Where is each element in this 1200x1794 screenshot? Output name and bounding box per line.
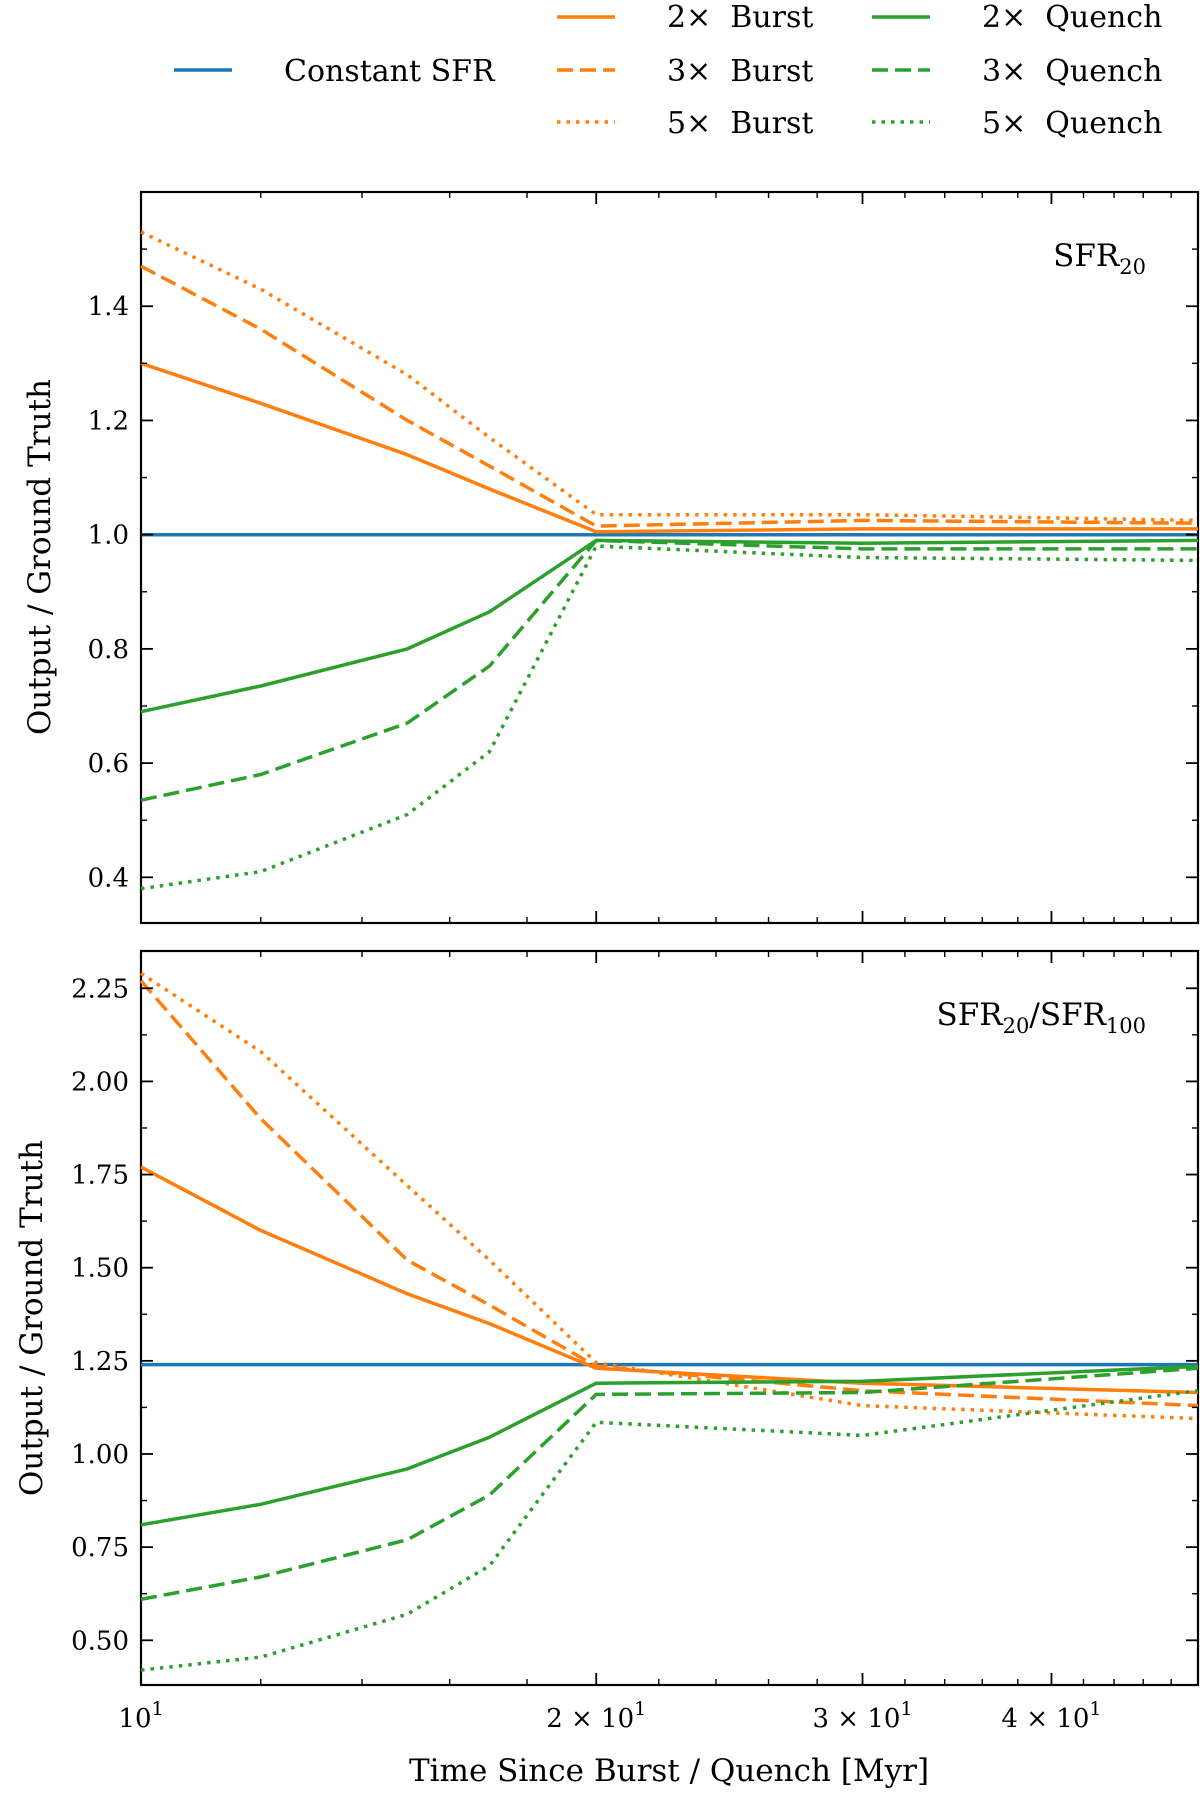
top-panel-frame <box>139 190 1200 925</box>
bottom-panel-frame <box>139 949 1200 1687</box>
legend-label-2x-burst: 2× Burst <box>667 0 813 35</box>
xtick-label: 2 × 101 <box>546 1698 646 1734</box>
bottom-ytick-label: 0.75 <box>71 1533 129 1563</box>
bottom-series-2x-burst <box>140 1165 1199 1395</box>
xtick-label: 4 × 101 <box>1001 1698 1101 1734</box>
bottom-panel: 0.50 0.75 1.00 1.25 1.50 1.75 2.00 2.25 101 2 × 1… <box>14 949 1200 1789</box>
top-series-2x-quench <box>140 538 1199 714</box>
top-panel: 0.4 0.6 0.8 1.0 1.2 1.4 Output / Ground Truth… <box>22 190 1200 925</box>
bottom-series-2x-quench <box>140 1364 1199 1527</box>
top-ytick-label: 1.0 <box>88 521 129 551</box>
bottom-panel-y-axis-title: Output / Ground Truth <box>14 1140 50 1496</box>
legend: Constant SFR 2× Burst 3× Burst 5× Burst … <box>174 0 1162 141</box>
top-ytick-label: 0.4 <box>88 863 129 893</box>
top-series-5x-quench <box>140 544 1199 891</box>
bottom-ytick-label: 0.50 <box>71 1626 129 1656</box>
bottom-series-5x-burst <box>140 971 1199 1421</box>
legend-label-3x-burst: 3× Burst <box>667 54 813 89</box>
top-panel-series <box>140 230 1199 891</box>
xtick-label: 3 × 101 <box>812 1698 912 1734</box>
bottom-ytick-label: 1.50 <box>71 1254 129 1284</box>
top-panel-y-axis-title: Output / Ground Truth <box>22 379 58 735</box>
xtick-label: 101 <box>118 1698 163 1734</box>
top-panel-ticks: 0.4 0.6 0.8 1.0 1.2 1.4 <box>88 192 1199 923</box>
legend-label-3x-quench: 3× Quench <box>982 54 1162 89</box>
top-series-3x-burst <box>140 264 1199 528</box>
legend-label-constant: Constant SFR <box>284 54 496 89</box>
legend-label-5x-burst: 5× Burst <box>667 106 813 141</box>
legend-label-5x-quench: 5× Quench <box>982 106 1162 141</box>
bottom-ytick-label: 2.25 <box>71 974 129 1004</box>
top-ytick-label: 1.2 <box>88 406 129 436</box>
top-series-2x-burst <box>140 361 1198 534</box>
top-panel-label: SFR20 <box>1053 238 1146 279</box>
bottom-ytick-label: 1.25 <box>71 1347 129 1377</box>
legend-label-2x-quench: 2× Quench <box>982 0 1162 35</box>
bottom-ytick-label: 2.00 <box>71 1067 129 1097</box>
top-ytick-label: 0.6 <box>88 749 129 779</box>
x-axis-title: Time Since Burst / Quench [Myr] <box>409 1753 929 1789</box>
bottom-panel-series <box>139 971 1199 1672</box>
bottom-panel-label: SFR20/SFR100 <box>937 997 1146 1038</box>
top-ytick-label: 1.4 <box>88 292 129 322</box>
top-series-3x-quench <box>140 538 1198 802</box>
bottom-ytick-label: 1.75 <box>71 1161 129 1191</box>
bottom-ytick-label: 1.00 <box>71 1440 129 1470</box>
top-ytick-label: 0.8 <box>88 635 129 665</box>
bottom-series-3x-quench <box>140 1366 1199 1602</box>
bottom-panel-ticks: 0.50 0.75 1.00 1.25 1.50 1.75 2.00 2.25 101 2 × 1… <box>71 951 1199 1734</box>
